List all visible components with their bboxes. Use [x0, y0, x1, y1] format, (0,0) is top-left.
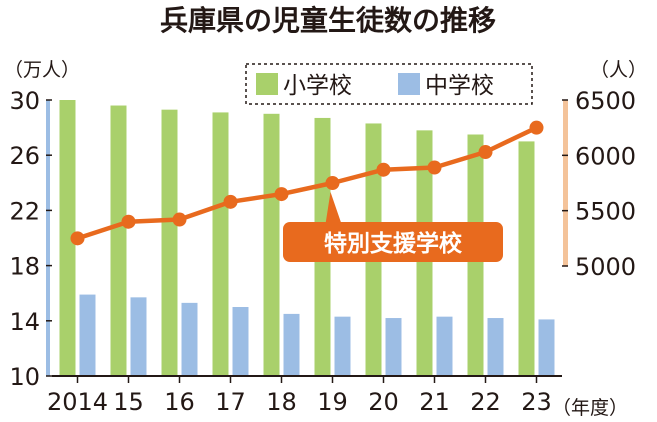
x-tick-label: 20: [368, 388, 399, 416]
bar-elementary: [161, 109, 178, 376]
bar-junior-high: [436, 316, 453, 376]
left-axis-strip: [46, 100, 50, 376]
bar-junior-high: [232, 307, 249, 376]
chart-title: 兵庫県の児童生徒数の推移: [160, 4, 496, 37]
point-special-support: [325, 176, 340, 190]
x-tick-label: 18: [266, 388, 297, 416]
x-tick-label: 2014: [47, 388, 108, 416]
line-special-support: [76, 125, 538, 241]
point-special-support: [274, 187, 289, 202]
x-tick-label: 17: [215, 388, 246, 416]
bar-junior-high: [385, 318, 402, 376]
bar-junior-high: [79, 294, 96, 376]
callout-box: [283, 222, 503, 262]
x-tick-label: 15: [113, 388, 144, 416]
left-tick-label: 22: [9, 197, 40, 225]
x-axis-unit: （年度）: [552, 397, 628, 419]
x-tick-label: 23: [521, 388, 552, 416]
point-special-support: [121, 214, 136, 229]
legend-swatch-elementary: [256, 73, 278, 95]
left-tick-label: 30: [9, 87, 40, 115]
legend: 小学校 中学校: [245, 63, 533, 105]
legend-label-elementary: 小学校: [283, 73, 352, 99]
bar-elementary: [518, 141, 535, 376]
left-tick-label: 10: [9, 363, 40, 391]
bar-junior-high: [487, 318, 504, 376]
x-tick-label: 21: [419, 388, 450, 416]
right-axis-unit: （人）: [590, 59, 647, 81]
legend-box: [245, 63, 533, 105]
left-tick-label: 18: [9, 253, 40, 281]
point-special-support: [223, 194, 238, 209]
right-tick-label: 5000: [575, 253, 636, 281]
left-tick-label: 14: [9, 308, 40, 336]
bar-junior-high: [181, 302, 198, 376]
left-axis-unit: （万人）: [4, 59, 80, 81]
point-special-support: [478, 145, 493, 160]
left-tick-label: 26: [9, 142, 40, 170]
x-tick-label: 22: [470, 388, 501, 416]
legend-label-junior-high: 中学校: [425, 73, 494, 99]
bar-elementary: [59, 100, 76, 376]
callout-pointer: [325, 192, 342, 224]
right-tick-label: 5500: [575, 198, 636, 226]
bar-elementary: [263, 113, 280, 377]
line-series-callout: 特別支援学校: [283, 192, 503, 262]
point-special-support: [376, 162, 391, 177]
bar-elementary: [110, 105, 127, 377]
bar-junior-high: [334, 316, 351, 376]
right-tick-label: 6500: [575, 87, 636, 115]
axes-group: 30 26 22 18 14 10 6500 6000 5500 5000 2014 15 16 17 18…: [9, 87, 636, 416]
point-special-support: [427, 160, 442, 175]
bar-elementary: [212, 112, 229, 377]
bar-junior-high: [130, 297, 147, 376]
bar-junior-high: [538, 319, 555, 376]
x-tick-label: 16: [164, 388, 195, 416]
x-tick-label: 19: [317, 388, 348, 416]
bar-junior-high: [283, 313, 300, 376]
legend-swatch-junior-high: [398, 73, 420, 95]
right-axis-strip: [563, 100, 568, 266]
point-special-support: [529, 120, 544, 135]
point-special-support: [70, 231, 85, 246]
right-tick-label: 6000: [575, 142, 636, 170]
callout-label: 特別支援学校: [324, 230, 463, 257]
point-special-support: [172, 212, 187, 227]
line-group: [70, 120, 544, 246]
